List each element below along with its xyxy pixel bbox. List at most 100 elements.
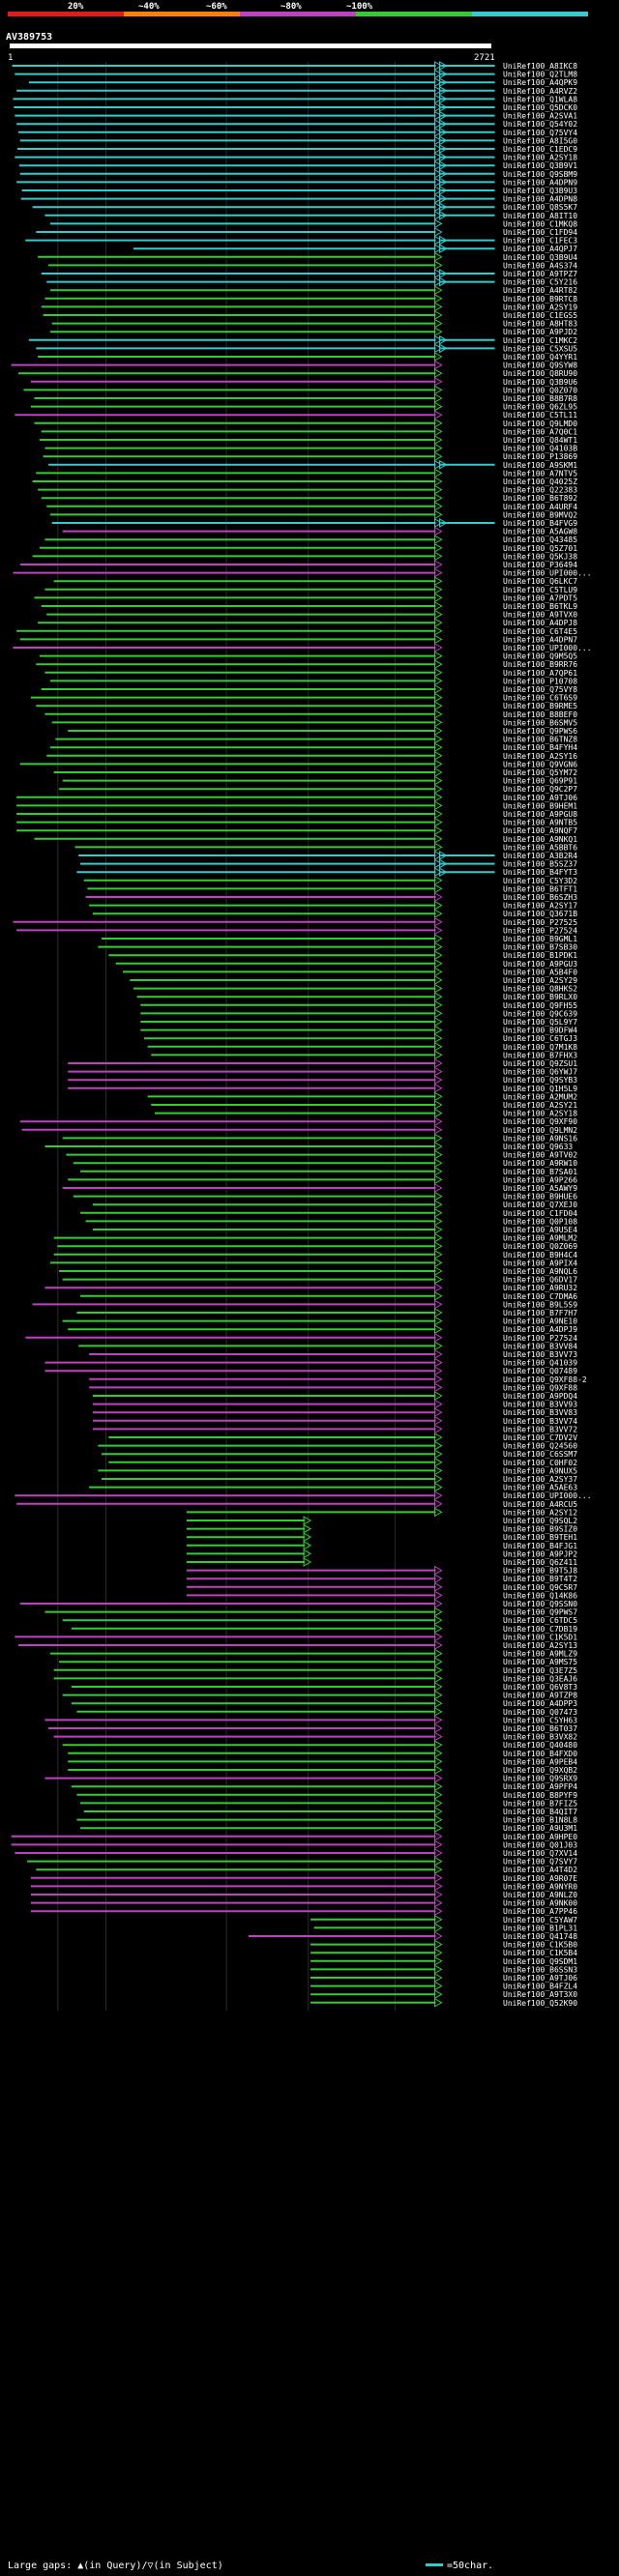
hit-row[interactable]: UniRef100_B9T5J8 [186, 1565, 577, 1576]
hit-label[interactable]: UniRef100_C1EDC9 [503, 145, 577, 154]
hit-row[interactable]: UniRef100_A4DPN8 [20, 193, 578, 204]
hit-row[interactable]: UniRef100_A2SY21 [151, 1100, 577, 1110]
hit-label[interactable]: UniRef100_A9PGU3 [503, 960, 577, 969]
hit-label[interactable]: UniRef100_Q43485 [503, 535, 577, 544]
hit-row[interactable]: UniRef100_B6TNZ8 [55, 734, 577, 744]
hit-row[interactable]: UniRef100_A9SKM1 [48, 459, 577, 470]
hit-row[interactable]: UniRef100_A9PFP4 [71, 1781, 577, 1791]
hit-label[interactable]: UniRef100_B4FXD0 [503, 1750, 577, 1758]
hit-label[interactable]: UniRef100_B9GML1 [503, 935, 577, 943]
hit-row[interactable]: UniRef100_Q9SYB3 [68, 1075, 577, 1085]
hit-row[interactable]: UniRef100_A9PJD2 [49, 327, 577, 336]
hit-row[interactable]: UniRef100_B4FXD0 [68, 1748, 577, 1758]
hit-label[interactable]: UniRef100_A2MUM2 [503, 1092, 577, 1101]
hit-label[interactable]: UniRef100_Q07489 [503, 1367, 577, 1375]
hit-row[interactable]: UniRef100_Q9SQL2 [186, 1516, 577, 1525]
hit-label[interactable]: UniRef100_A9RU32 [503, 1284, 577, 1292]
hit-row[interactable]: UniRef100_Q6DV17 [62, 1274, 578, 1285]
hit-label[interactable]: UniRef100_Q5L9Y7 [503, 1018, 577, 1027]
hit-label[interactable]: UniRef100_B6T037 [503, 1724, 577, 1733]
hit-row[interactable]: UniRef100_B1N8L8 [76, 1814, 577, 1825]
hit-row[interactable]: UniRef100_B6T892 [41, 493, 577, 503]
hit-label[interactable]: UniRef100_A4DPJ8 [503, 619, 577, 627]
hit-row[interactable]: UniRef100_A9TZP8 [62, 1690, 578, 1700]
hit-label[interactable]: UniRef100_A9U3M1 [503, 1824, 577, 1833]
hit-label[interactable]: UniRef100_A2SY29 [503, 976, 577, 985]
hit-label[interactable]: UniRef100_Q54Y02 [503, 120, 577, 129]
hit-row[interactable]: UniRef100_A9NE10 [62, 1316, 578, 1326]
hit-label[interactable]: UniRef100_A4URF4 [503, 503, 577, 511]
hit-row[interactable]: UniRef100_A4T4D2 [36, 1865, 577, 1874]
hit-label[interactable]: UniRef100_A9TPZ7 [503, 270, 577, 278]
hit-row[interactable]: UniRef100_Q01J03 [11, 1839, 578, 1849]
hit-row[interactable]: UniRef100_A9MLM2 [53, 1232, 578, 1243]
hit-label[interactable]: UniRef100_A4RVZ2 [503, 87, 577, 96]
hit-row[interactable]: UniRef100_Q7XV14 [15, 1848, 577, 1858]
hit-row[interactable]: UniRef100_A9PGU8 [16, 809, 577, 819]
hit-row[interactable]: UniRef100_A9MS75 [59, 1657, 577, 1666]
hit-row[interactable]: UniRef100_P27524 [16, 925, 577, 935]
hit-row[interactable]: UniRef100_Q9XF88-2 [89, 1374, 587, 1384]
hit-label[interactable]: UniRef100_A9PIX4 [503, 1259, 577, 1267]
hit-label[interactable]: UniRef100_A7Q0C1 [503, 427, 577, 436]
hit-row[interactable]: UniRef100_A9T3X0 [310, 1989, 577, 1999]
hit-label[interactable]: UniRef100_UPI000... [503, 644, 592, 652]
hit-row[interactable]: UniRef100_Q4103B [44, 443, 577, 453]
hit-row[interactable]: UniRef100_Q8RU90 [17, 368, 577, 378]
hit-row[interactable]: UniRef100_A9PIX4 [49, 1258, 577, 1267]
hit-row[interactable]: UniRef100_B7F7H7 [76, 1308, 577, 1317]
hit-row[interactable]: UniRef100_A9NQL6 [59, 1266, 577, 1276]
hit-label[interactable]: UniRef100_B9RTC8 [503, 295, 577, 304]
hit-label[interactable]: UniRef100_B8PYF9 [503, 1791, 577, 1800]
hit-label[interactable]: UniRef100_Q6DV17 [503, 1276, 577, 1285]
hit-row[interactable]: UniRef100_Q9SRX9 [44, 1773, 577, 1783]
hit-row[interactable]: UniRef100_Q8S5K7 [32, 202, 578, 212]
hit-row[interactable]: UniRef100_Q9633 [44, 1142, 573, 1151]
hit-label[interactable]: UniRef100_B1N8L8 [503, 1816, 577, 1825]
hit-row[interactable]: UniRef100_P10708 [49, 676, 577, 685]
hit-label[interactable]: UniRef100_B9T5J8 [503, 1567, 577, 1576]
hit-label[interactable]: UniRef100_A2SY17 [503, 902, 577, 911]
hit-row[interactable]: UniRef100_A8I5G0 [19, 135, 577, 145]
hit-label[interactable]: UniRef100_A9SKM1 [503, 461, 577, 470]
hit-row[interactable]: UniRef100_B4FYH4 [49, 742, 577, 752]
hit-label[interactable]: UniRef100_Q14K86 [503, 1591, 577, 1600]
hit-label[interactable]: UniRef100_Q6V8T3 [503, 1683, 577, 1692]
hit-label[interactable]: UniRef100_A9NKQ1 [503, 835, 577, 844]
hit-row[interactable]: UniRef100_C1K5D1 [15, 1632, 577, 1641]
hit-row[interactable]: UniRef100_C7DMA6 [80, 1290, 577, 1301]
hit-label[interactable]: UniRef100_Q3B9V1 [503, 161, 577, 170]
hit-row[interactable]: UniRef100_Q9C639 [140, 1008, 577, 1018]
hit-row[interactable]: UniRef100_Q5L9Y7 [140, 1017, 577, 1027]
hit-label[interactable]: UniRef100_A4DPN7 [503, 635, 577, 644]
hit-label[interactable]: UniRef100_B1PDK1 [503, 951, 577, 960]
hit-row[interactable]: UniRef100_Q6V8T3 [71, 1682, 577, 1692]
hit-row[interactable]: UniRef100_A7PP46 [30, 1906, 577, 1916]
hit-row[interactable]: UniRef100_Q8HKS2 [133, 983, 577, 994]
hit-row[interactable]: UniRef100_A4RCU5 [16, 1498, 577, 1509]
hit-label[interactable]: UniRef100_A4S374 [503, 261, 577, 270]
hit-label[interactable]: UniRef100_Q2TLM8 [503, 71, 577, 79]
hit-row[interactable]: UniRef100_Q4YYR1 [38, 352, 577, 362]
hit-row[interactable]: UniRef100_B6SSN3 [310, 1964, 577, 1974]
hit-row[interactable]: UniRef100_C1FD94 [36, 227, 577, 237]
hit-label[interactable]: UniRef100_Q0Z070 [503, 386, 577, 394]
hit-label[interactable]: UniRef100_B6T892 [503, 494, 577, 503]
hit-label[interactable]: UniRef100_B4FYT3 [503, 868, 577, 877]
hit-label[interactable]: UniRef100_A2SY12 [503, 1508, 577, 1517]
hit-row[interactable]: UniRef100_B3VV84 [78, 1341, 577, 1350]
hit-row[interactable]: UniRef100_A9TJ06 [310, 1973, 577, 1983]
hit-row[interactable]: UniRef100_B4FVG9 [51, 518, 577, 528]
hit-label[interactable]: UniRef100_A5AGW8 [503, 528, 577, 536]
hit-row[interactable]: UniRef100_A9PJP2 [186, 1548, 577, 1558]
hit-label[interactable]: UniRef100_Q0Z069 [503, 1242, 577, 1251]
hit-label[interactable]: UniRef100_A7QP61 [503, 669, 577, 678]
hit-row[interactable]: UniRef100_B7FHX3 [151, 1050, 577, 1059]
hit-row[interactable]: UniRef100_A5AWY9 [62, 1183, 578, 1193]
hit-label[interactable]: UniRef100_B6SZH3 [503, 893, 577, 902]
hit-label[interactable]: UniRef100_Q9SBM9 [503, 170, 577, 179]
hit-row[interactable]: UniRef100_B9MVQ2 [49, 509, 577, 519]
hit-row[interactable]: UniRef100_Q9PWS7 [44, 1606, 577, 1617]
hit-label[interactable]: UniRef100_B8BEF0 [503, 710, 577, 719]
hit-label[interactable]: UniRef100_C5TLU9 [503, 586, 577, 594]
